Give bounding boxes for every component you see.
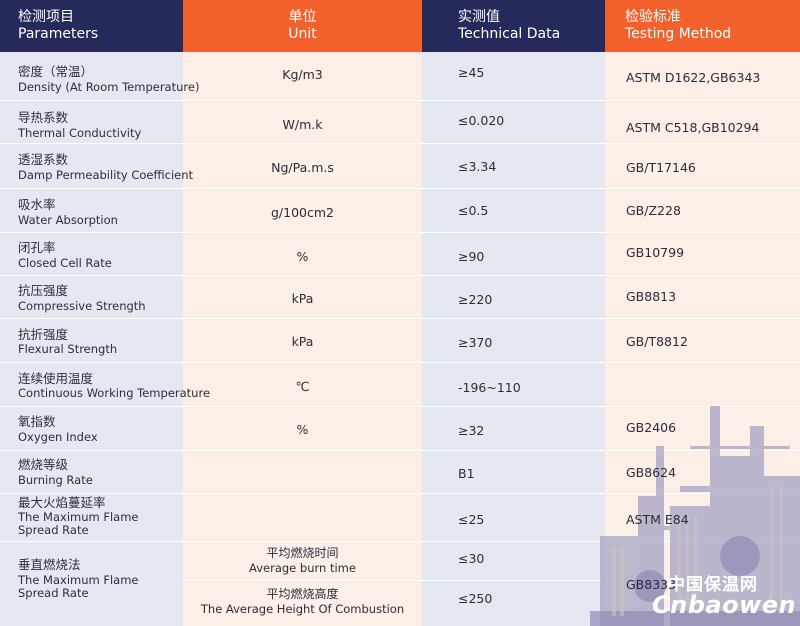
row-divider xyxy=(0,406,800,407)
sub-item-1-cn: 平均燃烧时间 xyxy=(266,546,339,560)
row-divider xyxy=(0,275,800,276)
row-divider xyxy=(0,450,800,451)
param-en: Thermal Conductivity xyxy=(18,126,142,140)
sub-item-1-value: ≤30 xyxy=(458,551,485,566)
param-cn: 导热系数 xyxy=(18,110,69,125)
param-cn: 闭孔率 xyxy=(18,240,56,255)
technical-value: B1 xyxy=(458,466,475,481)
param-cn: 密度（常温） xyxy=(18,64,94,79)
param-en-line2: Spread Rate xyxy=(18,586,89,600)
param-en: Flexural Strength xyxy=(18,342,118,356)
testing-method: GB8333 xyxy=(626,577,677,592)
row-divider xyxy=(0,493,800,494)
header-unit-cn: 单位 xyxy=(288,9,317,25)
param-cn: 氧指数 xyxy=(18,414,56,429)
watermark-logo xyxy=(590,406,800,626)
column-technical-data-bg xyxy=(422,52,605,626)
unit-value: % xyxy=(296,249,309,264)
testing-method: GB/T8812 xyxy=(626,334,688,349)
header-testing-method-en: Testing Method xyxy=(625,26,732,42)
unit-value: Ng/Pa.m.s xyxy=(271,160,334,175)
param-cn: 抗折强度 xyxy=(18,327,69,342)
testing-method: GB8813 xyxy=(626,289,677,304)
row-divider xyxy=(0,362,800,363)
technical-value: ≥220 xyxy=(458,292,493,307)
row-divider xyxy=(0,143,800,144)
header-unit: 单位 Unit xyxy=(183,0,422,52)
header-testing-method-cn: 检验标准 xyxy=(625,9,681,25)
param-cn: 燃烧等级 xyxy=(18,457,69,472)
header-parameters: 检测项目 Parameters xyxy=(0,0,183,52)
technical-value: ≤25 xyxy=(458,512,485,527)
sub-item-2-cn: 平均燃烧高度 xyxy=(266,587,339,601)
sub-item-1-en: Average burn time xyxy=(249,561,356,575)
header-parameters-cn: 检测项目 xyxy=(18,9,74,25)
unit-value: % xyxy=(296,422,309,437)
unit-value: g/100cm2 xyxy=(270,205,334,220)
param-cn: 抗压强度 xyxy=(18,283,69,298)
param-cn: 吸水率 xyxy=(18,197,56,212)
unit-value: W/m.k xyxy=(282,117,323,132)
testing-method: ASTM E84 xyxy=(626,512,689,527)
technical-value: ≥370 xyxy=(458,335,493,350)
param-en: The Maximum Flame xyxy=(18,510,139,524)
param-en: Compressive Strength xyxy=(18,299,146,313)
unit-value: kPa xyxy=(291,334,314,349)
param-en-line2: Spread Rate xyxy=(18,523,89,537)
testing-method: GB/T17146 xyxy=(626,160,696,175)
watermark-text-cn: 中国保温网 xyxy=(668,575,758,595)
technical-value: ≤0.020 xyxy=(458,113,505,128)
testing-method: GB2406 xyxy=(626,420,677,435)
column-parameters-bg xyxy=(0,52,183,626)
technical-value: ≥45 xyxy=(458,65,485,80)
param-en: Density (At Room Temperature) xyxy=(18,80,200,94)
technical-value: ≥32 xyxy=(458,423,485,438)
header-technical-data-en: Technical Data xyxy=(458,26,561,42)
header-unit-en: Unit xyxy=(288,26,317,42)
table-header: 检测项目 Parameters 单位 Unit 实测值 Technical Da… xyxy=(0,0,800,52)
param-en: Damp Permeability Coefficient xyxy=(18,168,194,182)
param-cn: 透湿系数 xyxy=(18,152,69,167)
testing-method: GB10799 xyxy=(626,245,685,260)
param-en: Water Absorption xyxy=(18,213,118,227)
row-divider xyxy=(0,232,800,233)
watermark-text-en: Cnbaowen xyxy=(652,591,797,619)
unit-value: kPa xyxy=(291,291,314,306)
param-cn: 连续使用温度 xyxy=(18,371,94,386)
technical-value: ≤0.5 xyxy=(458,203,489,218)
testing-method: ASTM C518,GB10294 xyxy=(626,120,760,135)
column-unit-bg xyxy=(183,52,422,626)
param-en: Closed Cell Rate xyxy=(18,256,112,270)
sub-item-2-value: ≤250 xyxy=(458,591,493,606)
row-divider xyxy=(0,100,800,101)
header-testing-method: 检验标准 Testing Method xyxy=(605,0,800,52)
testing-method: GB8624 xyxy=(626,465,677,480)
param-en: The Maximum Flame xyxy=(18,573,139,587)
technical-value: ≥90 xyxy=(458,249,485,264)
technical-value: -196~110 xyxy=(458,380,521,395)
param-en: Continuous Working Temperature xyxy=(18,386,211,400)
param-en: Oxygen Index xyxy=(18,430,98,444)
technical-value: ≤3.34 xyxy=(458,159,497,174)
param-en: Burning Rate xyxy=(18,473,93,487)
sub-row-divider xyxy=(183,580,605,581)
sub-item-2-en: The Average Height Of Combustion xyxy=(200,602,405,616)
row-divider xyxy=(0,541,800,542)
row-divider xyxy=(0,318,800,319)
header-technical-data-cn: 实测值 xyxy=(458,9,500,25)
testing-method: ASTM D1622,GB6343 xyxy=(626,70,761,85)
row-divider xyxy=(0,188,800,189)
unit-value: ℃ xyxy=(295,379,310,394)
param-cn: 最大火焰蔓延率 xyxy=(18,495,106,510)
param-cn: 垂直燃烧法 xyxy=(18,557,81,572)
testing-method: GB/Z228 xyxy=(626,203,681,218)
header-technical-data: 实测值 Technical Data xyxy=(422,0,605,52)
header-parameters-en: Parameters xyxy=(18,26,99,42)
unit-value: Kg/m3 xyxy=(282,67,323,82)
